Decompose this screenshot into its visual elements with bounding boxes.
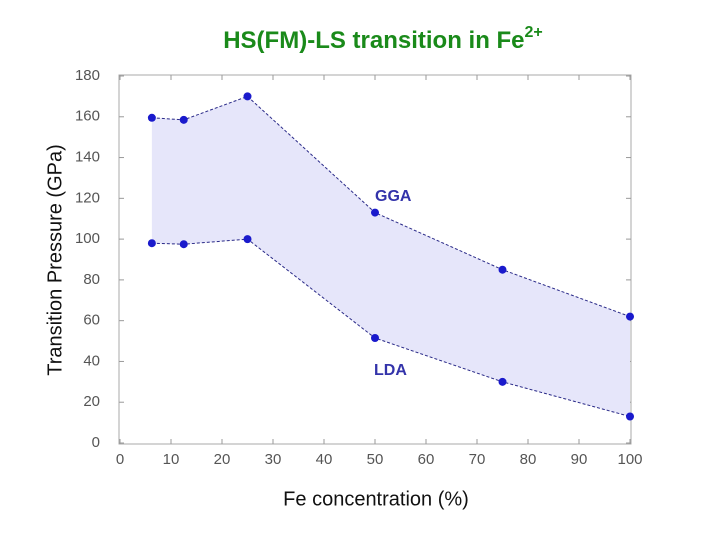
series-line xyxy=(151,238,631,417)
y-tick-label: 0 xyxy=(92,434,100,451)
x-tick-label: 70 xyxy=(469,451,486,468)
y-tick-label: 20 xyxy=(83,393,100,410)
y-tick-label: 180 xyxy=(75,67,100,84)
y-tick-label: 80 xyxy=(83,271,100,288)
x-tick-label: 20 xyxy=(214,451,231,468)
data-point xyxy=(179,240,188,249)
y-tick-label: 100 xyxy=(75,230,100,247)
data-point xyxy=(371,333,379,342)
data-point xyxy=(147,113,156,122)
x-axis-label: Fe concentration (%) xyxy=(283,488,469,510)
x-tick-label: 80 xyxy=(520,451,537,468)
x-tick-label: 60 xyxy=(418,451,435,468)
data-point xyxy=(147,239,156,248)
y-tick-label: 160 xyxy=(75,108,100,125)
x-tick-label: 10 xyxy=(163,451,180,468)
x-tick-label: 30 xyxy=(265,451,282,468)
data-point xyxy=(243,92,252,101)
data-point xyxy=(371,208,379,217)
x-tick-label: 50 xyxy=(367,451,384,468)
y-tick-label: 40 xyxy=(83,352,100,369)
data-point xyxy=(498,377,507,386)
chart-title: HS(FM)-LS transition in Fe2+ xyxy=(223,24,543,54)
data-point xyxy=(626,312,634,321)
x-tick-label: 100 xyxy=(617,451,642,468)
x-tick-label: 40 xyxy=(316,451,333,468)
title-superscript: 2+ xyxy=(525,24,543,41)
x-tick-label: 90 xyxy=(571,451,588,468)
x-tick-label: 0 xyxy=(116,451,124,468)
series-line xyxy=(151,95,631,318)
y-tick-label: 60 xyxy=(83,312,100,329)
data-point xyxy=(626,412,634,421)
data-point xyxy=(179,115,188,124)
series-label: LDA xyxy=(374,362,407,379)
band-area xyxy=(151,96,630,417)
data-point xyxy=(243,235,252,244)
title-text: HS(FM)-LS transition in Fe xyxy=(223,27,524,54)
y-tick-label: 120 xyxy=(75,189,100,206)
y-axis-label: Transition Pressure (GPa) xyxy=(44,144,66,376)
series-label: GGA xyxy=(375,188,412,205)
data-point xyxy=(498,265,507,274)
y-tick-label: 140 xyxy=(75,149,100,166)
